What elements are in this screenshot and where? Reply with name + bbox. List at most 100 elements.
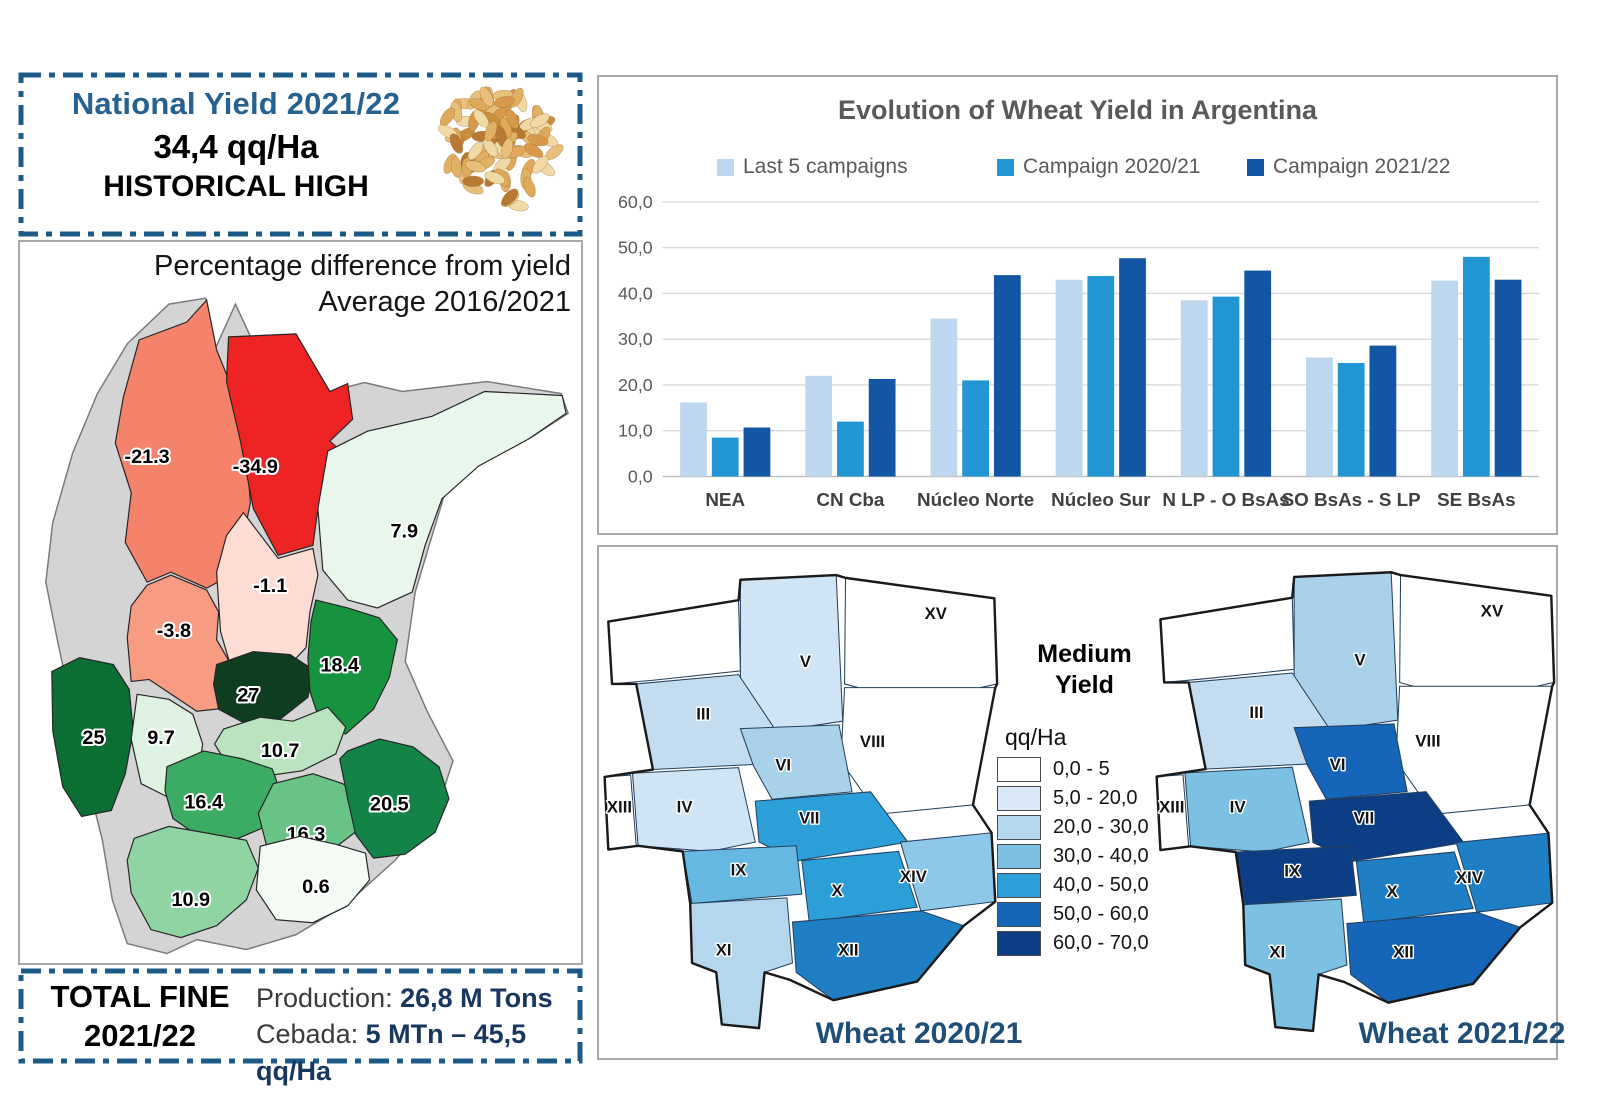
region-value-label: 0.6 [302, 876, 330, 898]
y-tick-label: 20,0 [618, 375, 653, 395]
legend-label: Campaign 2021/22 [1273, 155, 1451, 178]
yield-legend-range-label: 60,0 - 70,0 [1053, 931, 1149, 954]
yield-zone-NW [607, 599, 741, 685]
region-value-label: 18.4 [320, 655, 359, 677]
region-shape [317, 390, 567, 609]
yield-legend-swatch-icon [997, 785, 1041, 811]
yield-zone-VII [754, 791, 909, 862]
yield-legend-range-label: 5,0 - 20,0 [1053, 786, 1138, 809]
bar-last-5-campaigns [680, 402, 707, 477]
zone-roman-label: V [800, 652, 812, 671]
zone-roman-label: XII [1393, 942, 1414, 961]
legend-label: Campaign 2020/21 [1023, 155, 1201, 178]
yield-legend-range-label: 0,0 - 5 [1053, 757, 1110, 780]
y-tick-label: 0,0 [628, 466, 653, 486]
wheat-grain [483, 138, 499, 158]
wheat-grain [527, 134, 549, 147]
x-category-label: Núcleo Norte [917, 489, 1034, 510]
yield-zone-X [1355, 851, 1474, 925]
wheat-grains-icon [437, 86, 564, 212]
region-shape [307, 599, 398, 735]
x-category-label: SE BsAs [1437, 489, 1515, 510]
yield-legend-range-label: 40,0 - 50,0 [1053, 873, 1149, 896]
yield-legend-title-line1: Medium [1037, 640, 1132, 668]
yield-zone-VI [1293, 723, 1408, 800]
bar-campaign-2020/21 [837, 421, 864, 477]
yield-zone-NW [1159, 597, 1295, 684]
region-value-label: -3.8 [157, 620, 191, 642]
national-yield-subtitle: HISTORICAL HIGH [103, 170, 369, 203]
region-value-label: -34.9 [233, 456, 278, 478]
total-fine-title-line2: 2021/22 [83, 1017, 197, 1053]
yield-legend-row: 5,0 - 20,0 [997, 785, 1172, 811]
wheat-grain [501, 188, 519, 207]
map-outline [1155, 571, 1556, 1033]
region-shape [339, 738, 450, 859]
x-category-label: SO BsAs - S LP [1282, 489, 1421, 510]
bar-campaign-2020/21 [1462, 256, 1490, 477]
bar-campaign-2021/22 [1494, 279, 1522, 477]
zone-roman-label: XV [925, 604, 948, 623]
chart-legend-item: Last 5 campaigns [717, 155, 908, 179]
wheat-grain [484, 171, 506, 185]
zone-roman-label: IV [677, 797, 694, 816]
yield-legend-swatch-icon [997, 872, 1041, 898]
yield-zone-IX [682, 845, 803, 905]
yield-legend-row: 20,0 - 30,0 [997, 814, 1172, 840]
bar-last-5-campaigns [1055, 279, 1083, 477]
wheat-grain [462, 175, 484, 187]
wheat-grain [505, 108, 519, 130]
yield-legend-items: 0,0 - 5 5,0 - 20,0 20,0 - 30,0 30,0 - 40,0 4… [997, 756, 1172, 956]
total-fine-title-line1: TOTAL FINE [50, 979, 230, 1014]
legend-label: Last 5 campaigns [743, 155, 908, 178]
yield-legend-row: 50,0 - 60,0 [997, 901, 1172, 927]
region-shape [51, 656, 134, 818]
yield-legend-title: Medium Yield [1010, 639, 1160, 702]
total-fine-title: TOTAL FINE 2021/22 [40, 978, 240, 1056]
region-value-label: 10.7 [261, 740, 300, 762]
yield-difference-map-panel: Percentage difference from yield Average… [18, 240, 583, 965]
yield-zone-VI [739, 724, 853, 800]
bar-campaign-2020/21 [962, 380, 989, 477]
wheat-grain [530, 113, 550, 128]
zone-roman-label: XIII [1159, 797, 1184, 816]
zone-roman-label: VIII [860, 732, 885, 751]
bar-campaign-2020/21 [711, 437, 739, 477]
region-shape [257, 773, 367, 861]
yield-zone-IV [1184, 766, 1310, 853]
diff-map-title-line1: Percentage difference from yield [154, 250, 571, 282]
region-value-label: 20.5 [370, 794, 409, 816]
yield-legend-swatch-icon [997, 814, 1041, 840]
bar-campaign-2021/22 [1119, 258, 1146, 477]
bar-campaign-2020/21 [1337, 362, 1365, 477]
region-value-label: 16.4 [184, 792, 223, 814]
region-shape [213, 651, 314, 725]
production-line: Production: 26,8 M Tons [256, 980, 583, 1016]
yield-zone-VII [1308, 791, 1465, 862]
zone-roman-label: XIV [900, 867, 928, 886]
zone-roman-label: IV [1230, 797, 1247, 816]
wheat-yield-chart-panel: Evolution of Wheat Yield in Argentina La… [597, 75, 1558, 535]
yield-legend-swatch-icon [997, 756, 1041, 782]
zone-roman-label: XIII [607, 797, 632, 816]
national-yield-box: National Yield 2021/22 34,4 qq/Ha HISTOR… [18, 72, 583, 237]
x-category-label: Núcleo Sur [1051, 489, 1151, 510]
map-outline [603, 573, 999, 1030]
zone-roman-label: V [1354, 650, 1366, 669]
bar-last-5-campaigns [1306, 357, 1333, 477]
bar-campaign-2021/22 [743, 427, 771, 477]
national-yield-value: 34,4 qq/Ha [153, 128, 319, 165]
yield-zone-XI [689, 897, 794, 1029]
national-yield-title: National Yield 2021/22 [71, 86, 401, 121]
region-shape [255, 835, 371, 924]
cebada-label: Cebada: [256, 1019, 359, 1050]
yield-legend-range-label: 50,0 - 60,0 [1053, 902, 1149, 925]
y-tick-label: 30,0 [618, 329, 653, 349]
bar-chart: 0,0 10,0 20,0 30,0 40,0 50,0 60,0 NEA CN Cba Núcl… [618, 192, 1539, 510]
yield-legend-range-label: 20,0 - 30,0 [1053, 815, 1149, 838]
bar-last-5-campaigns [1431, 280, 1459, 477]
chart-legend-item: Campaign 2021/22 [1247, 155, 1450, 179]
zone-roman-label: III [696, 704, 710, 723]
x-category-label: NEA [705, 489, 745, 510]
